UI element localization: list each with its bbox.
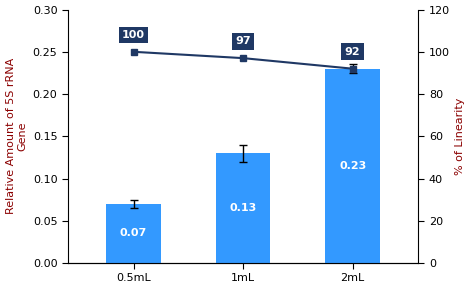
- Text: 97: 97: [236, 36, 251, 46]
- Text: 0.13: 0.13: [229, 203, 257, 213]
- Bar: [106, 204, 161, 263]
- Bar: [216, 153, 270, 263]
- Y-axis label: Relative Amount of 5S rRNA
Gene: Relative Amount of 5S rRNA Gene: [6, 58, 27, 214]
- Text: 92: 92: [345, 47, 360, 57]
- Text: 0.23: 0.23: [339, 161, 366, 171]
- Y-axis label: % of Linearity: % of Linearity: [455, 98, 465, 175]
- Bar: [325, 69, 380, 263]
- Text: 0.07: 0.07: [120, 229, 147, 238]
- Text: 100: 100: [122, 30, 145, 40]
